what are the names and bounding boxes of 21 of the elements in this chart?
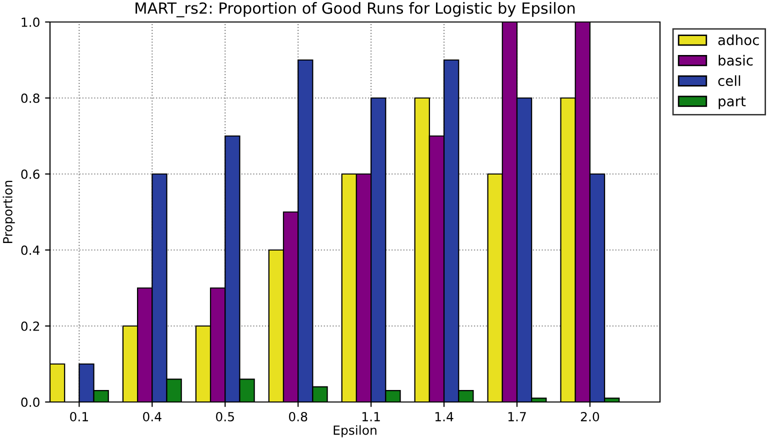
y-tick-label: 0.4 xyxy=(21,245,40,255)
x-tick-label: 1.7 xyxy=(508,412,526,422)
x-tick-label: 1.4 xyxy=(435,412,454,422)
legend-label: basic xyxy=(718,54,753,66)
x-axis-title: Epsilon xyxy=(334,425,376,438)
y-tick-label: 0.8 xyxy=(21,93,40,103)
y-tick-label: 0.2 xyxy=(21,321,40,331)
legend-label: part xyxy=(718,96,746,110)
x-tick-label: 0.8 xyxy=(288,412,308,422)
x-tick-label: 1.1 xyxy=(362,412,380,422)
x-tick-label: 0.1 xyxy=(70,412,88,422)
y-tick-label: 0.6 xyxy=(21,169,40,179)
x-tick-label: 0.4 xyxy=(143,412,162,422)
y-tick-label: 1.0 xyxy=(22,17,40,27)
x-tick-label: 0.5 xyxy=(216,412,234,422)
x-tick-label: 2.0 xyxy=(580,412,600,422)
y-axis-title: Proportion xyxy=(2,180,15,244)
legend-label: adhoc xyxy=(718,34,759,46)
legend-label: cell xyxy=(718,75,740,86)
chart-title: MART_rs2: Proportion of Good Runs for Logistic by Epsilon xyxy=(136,2,575,18)
y-tick-label: 0.0 xyxy=(21,397,40,407)
